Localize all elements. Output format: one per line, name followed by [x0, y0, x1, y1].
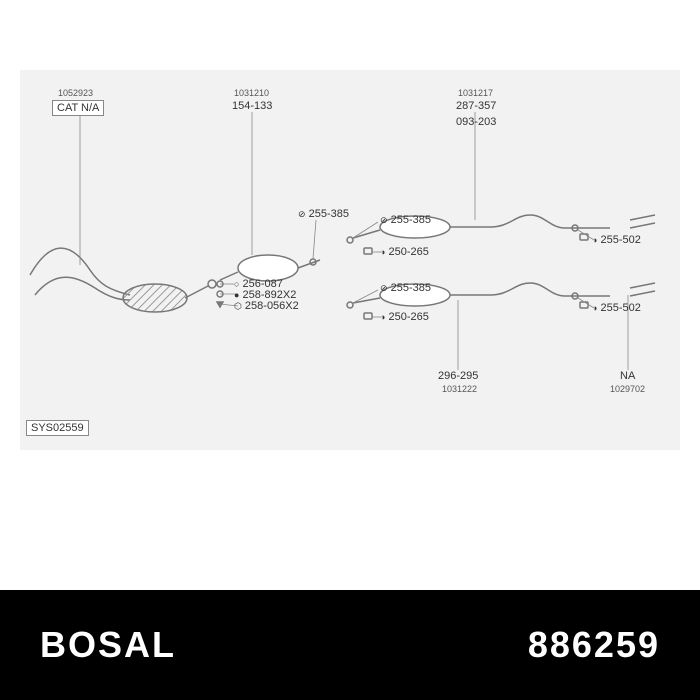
- exhaust-diagram-svg: [20, 70, 680, 450]
- oem-1052923: 1052923: [58, 88, 93, 98]
- label-255-385-b: ⊘ 255-385: [380, 214, 431, 226]
- oem-1031217: 1031217: [458, 88, 493, 98]
- part-296-295: 296-295: [438, 370, 478, 382]
- label-250-265-b: ◑ 250-265: [380, 311, 429, 323]
- cat-na-box: CAT N/A: [52, 100, 104, 116]
- label-255-502-b: ◑ 255-502: [592, 302, 641, 314]
- part-093-203: 093-203: [456, 116, 496, 128]
- oem-1031210: 1031210: [234, 88, 269, 98]
- brand-code: 886259: [528, 624, 660, 666]
- brand-bar: BOSAL 886259: [0, 590, 700, 700]
- label-255-502-a: ◑ 255-502: [592, 234, 641, 246]
- diagram-area: 1052923 CAT N/A 1031210 154-133 1031217 …: [20, 70, 680, 450]
- label-255-385-c: ⊘ 255-385: [380, 282, 431, 294]
- oem-1031222: 1031222: [442, 384, 477, 394]
- label-255-385-a: ⊘ 255-385: [298, 208, 349, 220]
- label-258-056: ⬡ 258-056X2: [234, 300, 299, 312]
- part-na: NA: [620, 370, 635, 382]
- part-287-357: 287-357: [456, 100, 496, 112]
- oem-1029702: 1029702: [610, 384, 645, 394]
- label-250-265-a: ◑ 250-265: [380, 246, 429, 258]
- sys-code-box: SYS02559: [26, 420, 89, 436]
- part-154-133: 154-133: [232, 100, 272, 112]
- brand-name: BOSAL: [40, 624, 176, 666]
